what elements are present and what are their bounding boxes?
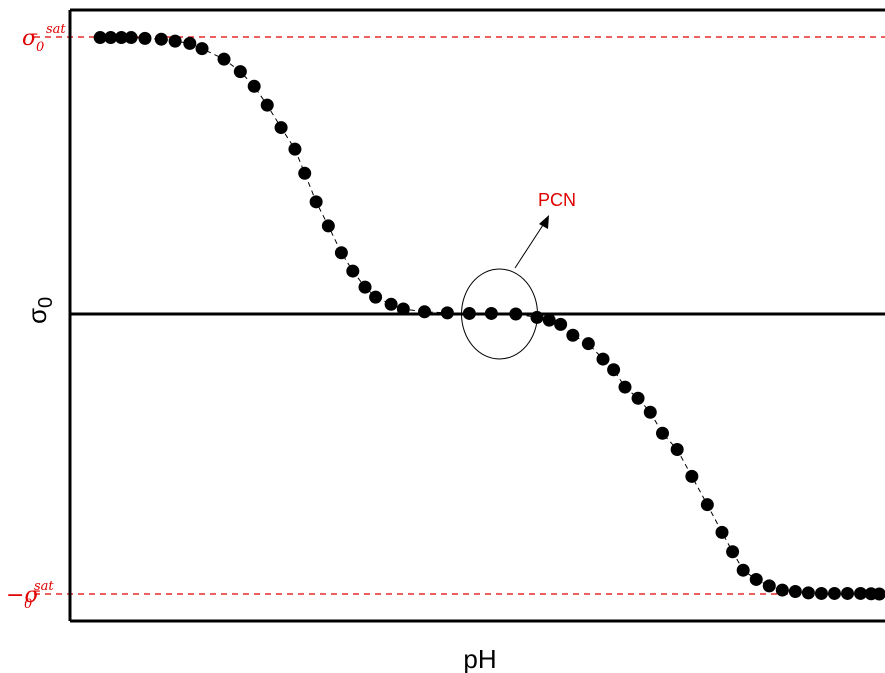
data-point <box>248 80 261 93</box>
data-point <box>716 526 729 539</box>
data-point <box>335 246 348 259</box>
data-point <box>385 298 398 311</box>
data-point <box>582 337 595 350</box>
data-point <box>750 573 763 586</box>
x-axis-label: pH <box>463 644 496 673</box>
pcn-arrow-head <box>539 215 549 229</box>
data-point <box>685 470 698 483</box>
data-point <box>369 291 382 304</box>
data-point <box>397 303 410 316</box>
data-point <box>359 281 372 294</box>
data-point <box>566 329 579 342</box>
data-point <box>554 318 567 331</box>
data-point <box>737 564 750 577</box>
data-point <box>776 584 789 597</box>
data-point <box>346 265 359 278</box>
data-point <box>275 121 288 134</box>
data-point <box>298 167 311 180</box>
data-point <box>125 31 138 44</box>
data-point <box>701 498 714 511</box>
data-point <box>418 305 431 318</box>
data-point <box>288 143 301 156</box>
data-point <box>485 307 498 320</box>
svg-text:0: 0 <box>24 597 32 612</box>
data-point <box>169 35 182 48</box>
data-point <box>644 406 657 419</box>
y-axis-label: σ0 <box>22 297 57 324</box>
data-point <box>763 579 776 592</box>
data-point <box>726 545 739 558</box>
data-point <box>815 587 828 600</box>
data-point <box>789 585 802 598</box>
data-point <box>841 587 854 600</box>
data-point <box>234 65 247 78</box>
pcn-label: PCN <box>538 190 576 210</box>
data-point <box>671 443 684 456</box>
data-point <box>619 381 632 394</box>
data-point <box>155 33 168 46</box>
pcn-arrow <box>515 222 545 268</box>
data-point <box>183 37 196 50</box>
data-point <box>656 427 669 440</box>
svg-text:sat: sat <box>46 22 66 37</box>
svg-text:0: 0 <box>36 40 44 55</box>
data-point <box>597 353 610 366</box>
data-point <box>441 306 454 319</box>
data-point <box>310 195 323 208</box>
data-point <box>509 308 522 321</box>
data-point <box>802 586 815 599</box>
data-point <box>218 53 231 66</box>
svg-text:sat: sat <box>34 579 54 594</box>
data-point <box>196 42 209 55</box>
data-point <box>322 219 335 232</box>
data-point <box>607 363 620 376</box>
data-point <box>138 32 151 45</box>
data-point <box>828 587 841 600</box>
data-point <box>463 307 476 320</box>
data-point <box>632 392 645 405</box>
data-point <box>261 99 274 112</box>
data-point <box>543 314 556 327</box>
